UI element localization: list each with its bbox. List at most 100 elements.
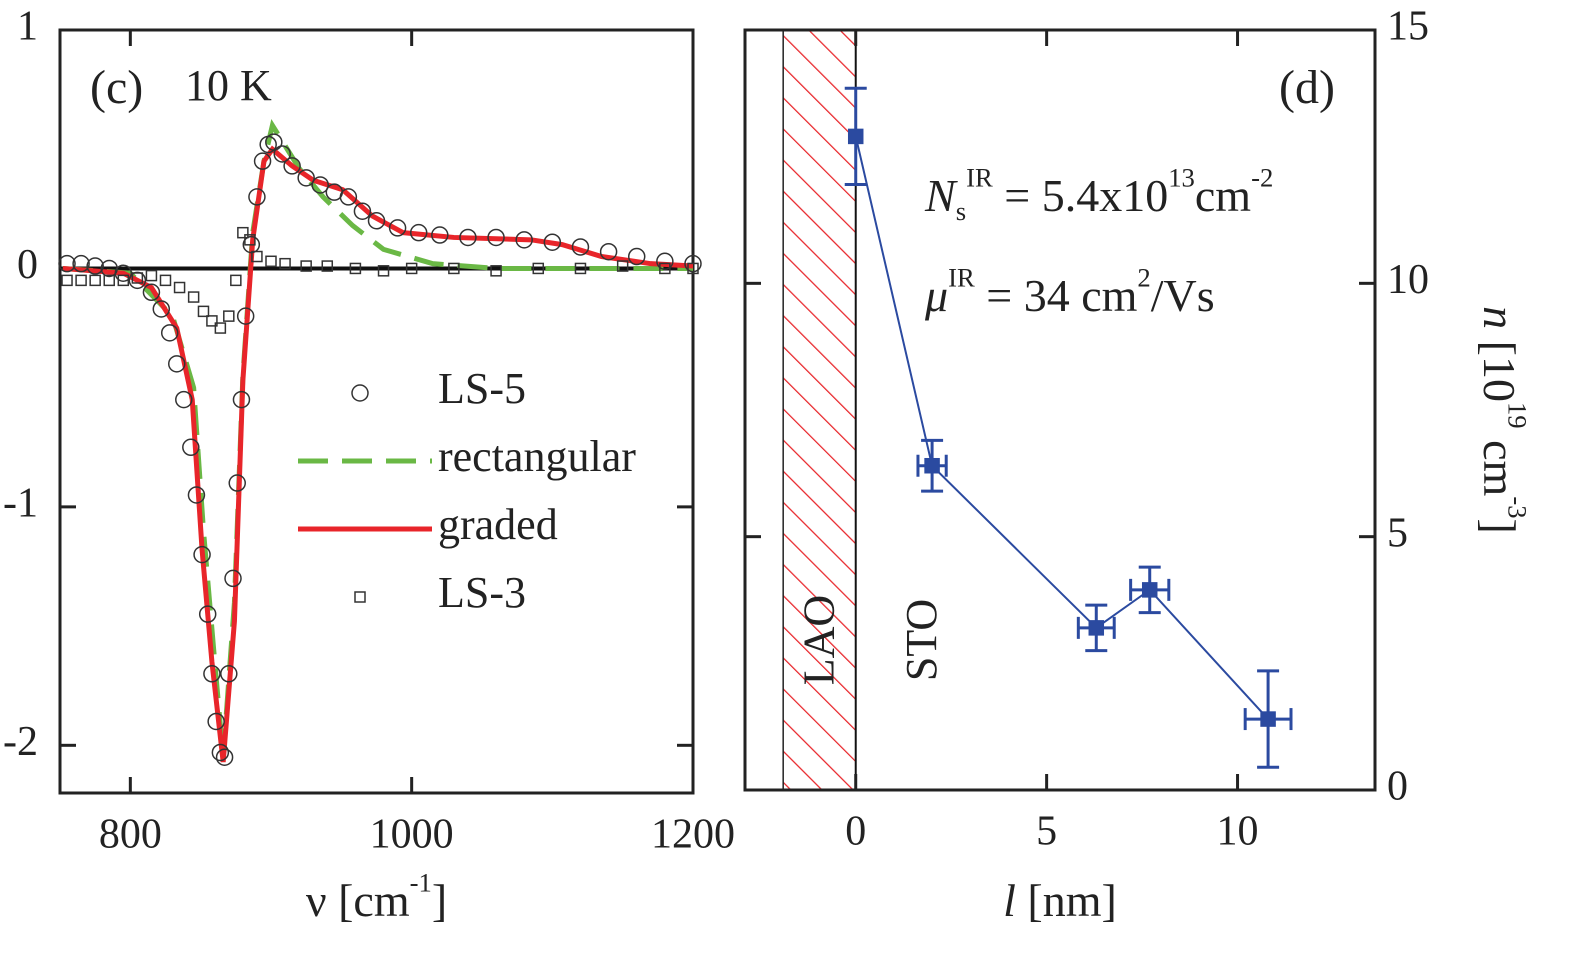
data-point [265, 133, 283, 151]
data-point [656, 252, 674, 271]
data-point [230, 274, 242, 287]
data-point [297, 169, 315, 187]
y-axis-label-part: cm [1474, 429, 1525, 497]
data-point [198, 605, 217, 623]
data-point [377, 265, 390, 277]
data-point [532, 262, 545, 275]
data-point [353, 202, 372, 220]
data-point [543, 233, 562, 251]
data-point [253, 152, 272, 170]
y-tick-label: 1 [17, 4, 38, 50]
legend-marker [351, 384, 369, 402]
annotation-part: /Vs [1151, 270, 1215, 321]
data-point [145, 269, 158, 282]
data-point [214, 322, 227, 334]
data-point [847, 128, 864, 145]
x-axis-label-part: -1 [410, 868, 432, 898]
x-axis-label: ν [cm-1] [306, 868, 447, 926]
data-point [61, 274, 73, 287]
data-point [75, 274, 87, 287]
data-point [182, 438, 200, 457]
data-point [273, 145, 292, 163]
annotation-part: s [956, 196, 966, 226]
region-label: LAO [795, 595, 844, 685]
data-point [203, 665, 221, 683]
data-point [571, 238, 590, 256]
x-tick-label: 10 [1217, 809, 1259, 855]
annotation-part: IR [966, 163, 993, 193]
annotation: μIR = 34 cm2/Vs [924, 263, 1215, 321]
x-tick-label: 1200 [651, 812, 735, 858]
data-point [349, 262, 362, 275]
data-point [86, 257, 104, 275]
data-point [388, 219, 407, 237]
annotation-part: cm [1195, 170, 1251, 221]
data-point [206, 315, 218, 327]
y-axis-label-part: n [1474, 306, 1525, 329]
data-point [279, 257, 291, 270]
y-axis-label-part: 19 [1502, 402, 1532, 429]
plot-frame [743, 28, 1377, 792]
data-point [131, 272, 144, 284]
data-point [142, 283, 161, 302]
y-axis-label-part: -3 [1502, 496, 1532, 518]
y-tick-label: 0 [1387, 764, 1408, 810]
y-axis-label-part: ] [1474, 519, 1525, 534]
data-point [311, 176, 329, 194]
data-point [114, 264, 133, 282]
y-axis-label-part: [10 [1474, 329, 1525, 402]
data-point [232, 390, 251, 409]
legend-label: LS-3 [438, 568, 526, 617]
data-point [487, 228, 505, 247]
data-point [924, 457, 940, 474]
annotation-part: N [924, 170, 958, 221]
data-point [431, 226, 449, 244]
data-point [515, 231, 533, 249]
data-point [89, 274, 101, 287]
x-axis-label: l [nm] [1003, 875, 1117, 926]
data-point [448, 262, 460, 275]
data-point [627, 247, 646, 266]
data-point [616, 260, 629, 272]
data-point [265, 255, 277, 268]
x-tick-label: 0 [845, 809, 866, 855]
data-point [1088, 620, 1105, 636]
data-point [684, 254, 702, 273]
y-axis-label: n [1019 cm-3] [1474, 306, 1532, 534]
x-axis-label-part: ] [432, 875, 447, 926]
data-point [574, 262, 587, 275]
y-tick-label: 10 [1387, 257, 1429, 303]
x-axis-label-part: [nm] [1016, 875, 1117, 926]
data-point [224, 569, 242, 588]
x-axis-label-part: l [1003, 875, 1016, 926]
annotation-part: IR [948, 263, 975, 293]
annotation-part: -2 [1251, 163, 1273, 193]
annotation-part: μ [924, 270, 948, 321]
data-point [248, 188, 266, 206]
panel-label: (c) [90, 61, 143, 114]
data-point [152, 300, 171, 318]
y-tick-label: -2 [3, 719, 38, 765]
data-point [459, 228, 477, 247]
x-tick-label: 5 [1036, 809, 1057, 855]
x-tick-label: 1000 [370, 812, 454, 858]
y-tick-label: -1 [3, 481, 38, 527]
data-point [211, 743, 230, 762]
data-point [321, 260, 334, 272]
data-point [687, 262, 699, 275]
data-point [103, 274, 115, 287]
data-point [175, 390, 193, 409]
plot-frame [58, 28, 695, 795]
y-tick-label: 5 [1387, 510, 1408, 556]
data-point [173, 281, 186, 294]
annotation-part: 2 [1137, 263, 1150, 293]
data-point [197, 305, 210, 318]
annotation-part: = 34 cm [975, 270, 1138, 321]
legend-label: rectangular [438, 432, 636, 481]
data-point [405, 262, 418, 275]
data-point [220, 665, 238, 683]
data-point [367, 212, 386, 230]
data-point [339, 188, 358, 206]
panel-label: (d) [1279, 61, 1335, 114]
